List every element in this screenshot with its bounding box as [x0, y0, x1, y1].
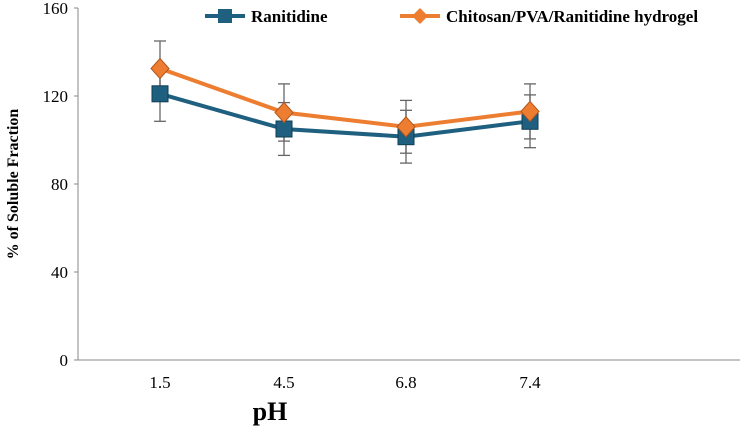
series-line-1: [159, 66, 531, 129]
x-tick-label: 1.5: [149, 373, 170, 392]
x-tick-label: 4.5: [273, 373, 294, 392]
legend-label: Ranitidine: [251, 7, 328, 26]
data-point-diamond: [520, 100, 540, 123]
series-line-0: [159, 91, 531, 139]
y-tick-label: 0: [60, 351, 69, 370]
data-point-diamond: [274, 101, 294, 124]
legend-marker-square: [218, 9, 232, 23]
y-tick-label: 160: [43, 0, 69, 18]
x-axis-label: pH: [253, 397, 288, 426]
data-point-diamond: [396, 116, 416, 138]
data-point-square: [151, 85, 169, 103]
x-tick-label: 6.8: [395, 373, 416, 392]
y-tick-label: 120: [43, 87, 69, 106]
data-point-square: [275, 120, 293, 138]
x-tick-label: 7.4: [519, 373, 541, 392]
data-point-diamond: [150, 57, 170, 80]
legend-label: Chitosan/PVA/Ranitidine hydrogel: [446, 7, 698, 26]
y-tick-label: 80: [51, 175, 68, 194]
y-axis-label: % of Soluble Fraction: [5, 109, 22, 260]
y-tick-label: 40: [51, 263, 68, 282]
legend-marker-diamond: [412, 8, 428, 24]
